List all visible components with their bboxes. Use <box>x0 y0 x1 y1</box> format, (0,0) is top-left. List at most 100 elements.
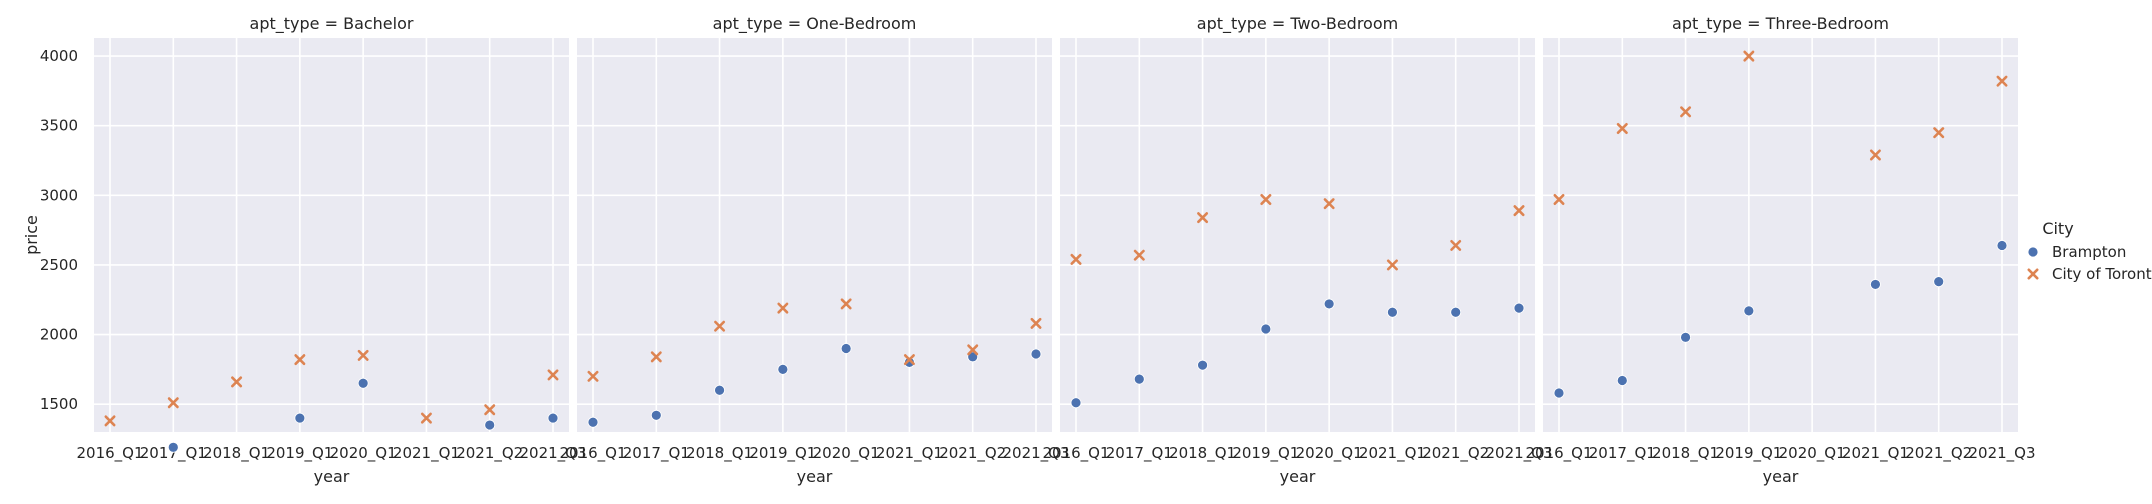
data-point-brampton <box>1070 397 1082 409</box>
data-point-toronto <box>1197 212 1209 224</box>
data-point-toronto <box>1513 205 1525 217</box>
data-point-toronto <box>840 298 852 310</box>
y-axis-label: price <box>22 215 41 255</box>
x-tick-label: 2016_Q1 <box>559 444 626 463</box>
data-point-brampton <box>1553 387 1565 399</box>
x-tick-label: 2019_Q1 <box>1232 444 1299 463</box>
x-tick-label: 2019_Q1 <box>1715 444 1782 463</box>
x-tick-label: 2020_Q1 <box>1779 444 1846 463</box>
y-tick-label: 2500 <box>40 256 78 274</box>
x-tick-label: 2019_Q1 <box>749 444 816 463</box>
data-point-brampton <box>484 419 496 431</box>
y-tick-label: 1500 <box>40 395 78 413</box>
x-tick-label: 2021_Q1 <box>1842 444 1909 463</box>
x-tick-label: 2020_Q1 <box>813 444 880 463</box>
data-point-brampton <box>1260 323 1272 335</box>
plot-background <box>577 38 1052 432</box>
x-tick-label: 2018_Q1 <box>1169 444 1236 463</box>
y-tick-label: 2000 <box>40 326 78 344</box>
data-point-brampton <box>967 351 979 363</box>
x-tick-label: 2021_Q1 <box>1359 444 1426 463</box>
y-tick-label: 3500 <box>40 117 78 135</box>
data-point-toronto <box>1386 259 1398 271</box>
data-point-toronto <box>1133 249 1145 261</box>
data-point-toronto <box>357 349 369 361</box>
x-axis-label: year <box>1763 467 1799 486</box>
x-tick-label: 2021_Q3 <box>1002 444 1069 463</box>
x-tick-label: 2021_Q2 <box>1905 444 1972 463</box>
data-point-brampton <box>1323 298 1335 310</box>
data-point-brampton <box>1870 279 1881 290</box>
facet-title: apt_type = Three-Bedroom <box>1672 14 1889 34</box>
data-point-toronto <box>104 415 116 427</box>
data-point-toronto <box>547 369 559 381</box>
legend-marker-toronto <box>2027 268 2039 280</box>
data-point-toronto <box>967 344 979 356</box>
data-point-brampton <box>714 384 725 396</box>
plot-background <box>1543 38 2018 432</box>
data-point-brampton <box>294 412 306 424</box>
x-tick-label: 2016_Q1 <box>1042 444 1109 463</box>
data-point-brampton <box>1680 331 1691 343</box>
data-point-toronto <box>650 351 662 363</box>
data-point-brampton <box>904 356 915 368</box>
x-tick-label: 2016_Q1 <box>1525 444 1592 463</box>
x-tick-label: 2017_Q1 <box>140 444 207 463</box>
x-tick-label: 2018_Q1 <box>1652 444 1719 463</box>
data-point-toronto <box>484 404 496 416</box>
data-point-toronto <box>1070 253 1082 265</box>
plot-background <box>94 38 569 432</box>
legend: City Brampton City of Toronto <box>2027 219 2152 283</box>
data-point-toronto <box>1996 75 2008 87</box>
data-point-toronto <box>167 397 179 409</box>
data-point-toronto <box>420 412 432 424</box>
data-point-toronto <box>1450 239 1462 251</box>
data-point-brampton <box>840 343 852 354</box>
data-point-toronto <box>231 376 243 388</box>
legend-title: City <box>2042 219 2073 238</box>
facet-title: apt_type = Bachelor <box>250 14 414 34</box>
x-tick-label: 2021_Q3 <box>519 444 586 463</box>
data-point-toronto <box>294 354 306 366</box>
x-tick-label: 2018_Q1 <box>203 444 270 463</box>
data-point-toronto <box>1869 149 1881 161</box>
x-tick-label: 2016_Q1 <box>76 444 143 463</box>
legend-marker-brampton <box>2027 246 2039 258</box>
data-point-brampton <box>547 412 559 424</box>
x-axis-label: year <box>797 467 833 486</box>
data-point-brampton <box>1197 359 1208 371</box>
data-point-toronto <box>1030 317 1042 329</box>
data-point-toronto <box>1680 106 1692 118</box>
data-point-brampton <box>167 441 179 453</box>
data-point-toronto <box>1933 127 1945 139</box>
data-point-toronto <box>587 370 599 382</box>
plot-background <box>1060 38 1535 432</box>
data-point-brampton <box>1933 276 1945 288</box>
data-point-brampton <box>357 377 369 389</box>
facet-title: apt_type = Two-Bedroom <box>1197 14 1398 34</box>
x-axis-label: year <box>314 467 350 486</box>
x-tick-label: 2017_Q1 <box>1589 444 1656 463</box>
data-point-brampton <box>777 363 789 375</box>
x-tick-label: 2020_Q1 <box>1296 444 1363 463</box>
x-tick-label: 2021_Q2 <box>1422 444 1489 463</box>
x-tick-label: 2017_Q1 <box>1106 444 1173 463</box>
data-point-brampton <box>1513 302 1525 314</box>
data-point-brampton <box>1450 306 1462 318</box>
data-point-brampton <box>1030 348 1042 360</box>
legend-label: Brampton <box>2052 243 2126 261</box>
data-point-toronto <box>1743 50 1755 62</box>
data-point-brampton <box>587 416 599 428</box>
x-tick-label: 2020_Q1 <box>330 444 397 463</box>
data-point-toronto <box>1260 193 1272 205</box>
x-tick-label: 2019_Q1 <box>266 444 333 463</box>
data-point-brampton <box>1616 375 1628 386</box>
x-tick-label: 2021_Q3 <box>1485 444 1552 463</box>
x-tick-label: 2021_Q1 <box>876 444 943 463</box>
x-tick-label: 2021_Q1 <box>393 444 460 463</box>
data-point-toronto <box>1616 122 1628 134</box>
facet-panel: apt_type = Three-Bedroom2016_Q12017_Q120… <box>1525 14 2035 486</box>
data-point-brampton <box>650 409 662 421</box>
